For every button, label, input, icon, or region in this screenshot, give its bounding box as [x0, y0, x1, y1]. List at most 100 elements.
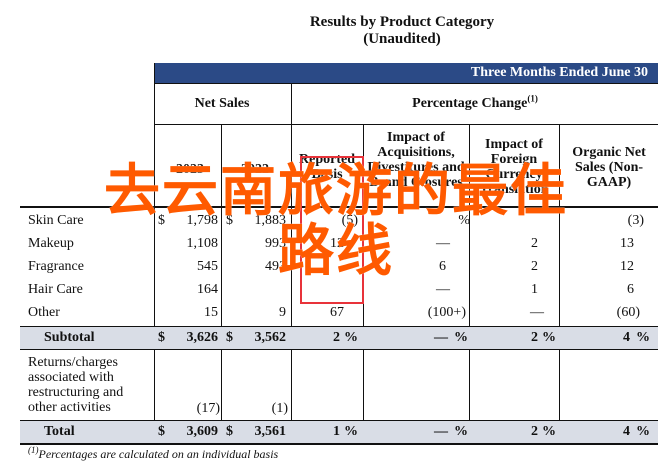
acq-value: 6 — [439, 259, 446, 274]
footnote: (1)Percentages are calculated on an indi… — [28, 445, 279, 462]
pct-sign: % — [636, 424, 650, 439]
subtotal-label: Subtotal — [44, 330, 95, 345]
fx-value: — — [530, 305, 544, 320]
pct-sign: % — [636, 330, 650, 345]
col-reported-basis: Reported Basis — [299, 152, 355, 182]
pct-sign: % — [454, 330, 468, 345]
pct-sign: % — [454, 424, 468, 439]
organic-value: 6 — [627, 282, 634, 297]
vrule-0 — [154, 63, 155, 443]
subtotal-reported: 2 — [333, 330, 340, 345]
value-2022: 493 — [265, 259, 286, 274]
report-subtitle: (Unaudited) — [152, 31, 652, 47]
pct-sign: % — [344, 330, 358, 345]
vrule-5 — [559, 124, 560, 443]
currency: $ — [226, 424, 233, 439]
footnote-marker: (1) — [28, 445, 39, 455]
total-label: Total — [44, 424, 75, 439]
rule-header-bottom — [20, 206, 658, 208]
value-2022: 9 — [279, 305, 286, 320]
currency: $ — [158, 213, 165, 228]
watermark-overlay: 去云南旅游的最佳 路线 — [16, 162, 656, 282]
returns-2023: (17) — [196, 401, 220, 416]
table-row: Skin Care $ 1,798 $ 1,883 (5) % (3) — [20, 210, 658, 233]
organic-value: (60) — [616, 305, 640, 320]
row-label: Makeup — [28, 236, 74, 251]
footnote-text: Percentages are calculated on an individ… — [38, 447, 279, 461]
total-row: Total $ 3,609 $ 3,561 1 % — % 2 % 4 % — [20, 421, 658, 444]
returns-label-line: other activities — [28, 400, 111, 415]
value-2022: 993 — [265, 236, 286, 251]
pct-sign: % — [542, 424, 556, 439]
subtotal-band — [20, 327, 658, 349]
col-2023: 2023 — [176, 162, 204, 177]
table-row: Makeup 1,108 993 12 — 2 13 — [20, 233, 658, 256]
table-row: Other 15 9 67 (100+) — (60) — [20, 302, 658, 325]
col-fx-impact: Impact of Foreign Currency Translation — [479, 137, 549, 197]
acq-value: (100+) — [427, 305, 466, 320]
currency: $ — [226, 213, 233, 228]
value-2023: 164 — [197, 282, 218, 297]
total-2022: 3,561 — [254, 424, 287, 439]
organic-value: 13 — [620, 236, 634, 251]
subtotal-organic: 4 — [623, 330, 630, 345]
returns-label: Returns/charges associated with restruct… — [28, 355, 123, 415]
pct-sign: % — [344, 424, 358, 439]
report-title: Results by Product Category — [309, 14, 495, 30]
rule-groups — [154, 124, 658, 125]
rule-total-top — [20, 420, 658, 421]
total-acq: — — [434, 424, 448, 439]
col-2022: 2022 — [241, 162, 269, 177]
watermark-line: 路线 — [278, 219, 394, 284]
subtotal-2022: 3,562 — [254, 330, 287, 345]
currency: $ — [158, 330, 165, 345]
value-2023: 1,798 — [186, 213, 219, 228]
vrule-4 — [469, 124, 470, 443]
rule-total-bottom — [20, 443, 658, 445]
currency: $ — [158, 424, 165, 439]
returns-label-line: associated with — [28, 370, 114, 385]
net-sales-header: Net Sales — [194, 96, 250, 111]
total-band — [20, 421, 658, 443]
value-2023: 15 — [204, 305, 218, 320]
subtotal-fx: 2 — [531, 330, 538, 345]
highlight-box — [300, 156, 364, 304]
row-label: Hair Care — [28, 282, 83, 297]
acq-value: — — [436, 282, 450, 297]
report-subtitle-text: (Unaudited) — [363, 31, 441, 47]
rule-period — [154, 83, 658, 84]
reported-value: (5) — [341, 213, 358, 228]
col-organic-net-sales: Organic Net Sales (Non-GAAP) — [572, 145, 646, 190]
total-reported: 1 — [333, 424, 340, 439]
returns-label-line: restructuring and — [28, 385, 124, 400]
value-2022: 1,883 — [254, 213, 287, 228]
period-header: Three Months Ended June 30 — [154, 63, 658, 83]
reported-value: 67 — [330, 305, 344, 320]
acq-pct-sign: % — [458, 213, 470, 228]
vrule-1 — [291, 83, 292, 443]
row-label: Other — [28, 305, 60, 320]
col-acquisitions-impact: Impact of Acquisitions, Divestitures and… — [367, 130, 465, 190]
rule-subtotal-bottom — [20, 349, 658, 350]
table-row: Fragrance 545 493 6 2 12 — [20, 256, 658, 279]
subtotal-acq: — — [434, 330, 448, 345]
value-2023: 545 — [197, 259, 218, 274]
subtotal-row: Subtotal $ 3,626 $ 3,562 2 % — % 2 % 4 % — [20, 327, 658, 350]
total-2023: 3,609 — [186, 424, 219, 439]
footnote-marker: (1) — [527, 93, 538, 104]
fx-value: 1 — [531, 282, 538, 297]
returns-2022: (1) — [271, 401, 288, 416]
row-label: Fragrance — [28, 259, 84, 274]
vrule-2 — [221, 124, 222, 443]
subtotal-2023: 3,626 — [186, 330, 219, 345]
reported-value: 12 — [330, 236, 344, 251]
organic-value: 12 — [620, 259, 634, 274]
total-organic: 4 — [623, 424, 630, 439]
organic-value: (3) — [627, 213, 644, 228]
watermark-line: 去云南旅游的最佳 — [104, 159, 568, 224]
fx-value: 2 — [531, 236, 538, 251]
returns-label-line: Returns/charges — [28, 355, 118, 370]
percentage-change-header: Percentage Change(1) — [292, 93, 658, 112]
rule-subtotal-top — [20, 326, 658, 327]
pct-sign: % — [542, 330, 556, 345]
